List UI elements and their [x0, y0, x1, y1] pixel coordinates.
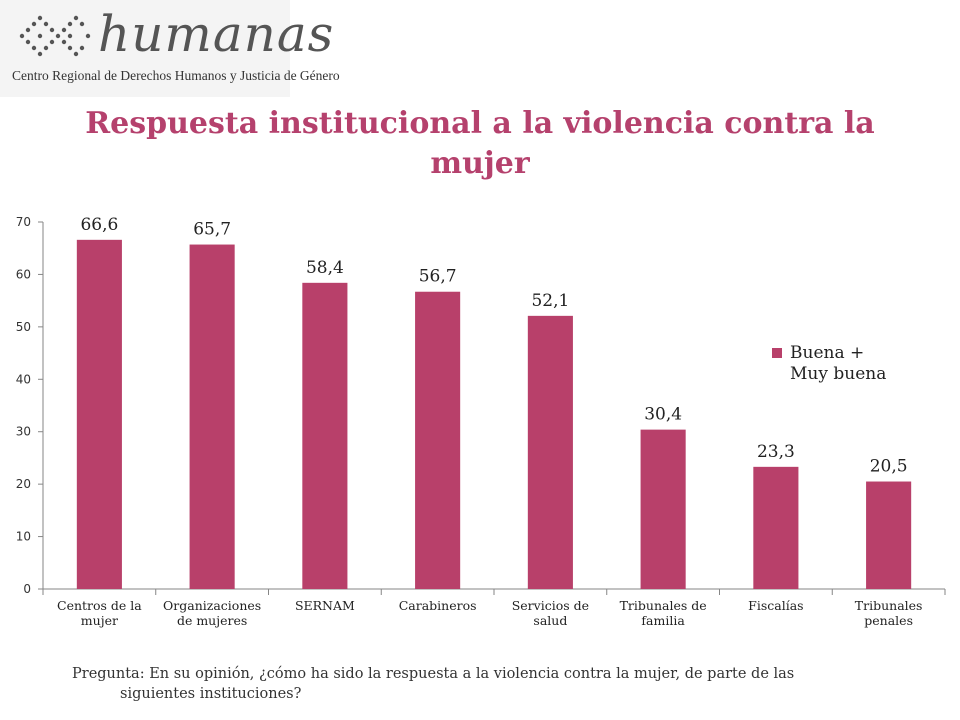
x-axis: [42, 588, 946, 595]
y-axis: 0 10 20 30 40 50 60 70: [16, 215, 44, 596]
bar-value-label: 20,5: [870, 457, 908, 477]
x-category-label: Centros de la mujer: [57, 598, 142, 628]
bar-value-label: 23,3: [757, 442, 795, 462]
y-tick-label: 0: [23, 582, 31, 596]
footnote: Pregunta: En su opinión, ¿cómo ha sido l…: [72, 664, 932, 704]
logo: humanas Centro Regional de Derechos Huma…: [0, 0, 340, 97]
bar: [866, 481, 912, 589]
bar: [415, 291, 461, 589]
logo-mark-icon: [19, 15, 91, 57]
category-labels: Centros de la mujer Organizaciones de mujer…: [57, 598, 922, 628]
y-tick-label: 30: [16, 425, 31, 439]
legend-swatch: [772, 348, 782, 358]
x-category-label: Organizaciones de mujeres: [163, 598, 261, 628]
y-tick-label: 10: [16, 530, 31, 544]
bar-value-label: 52,1: [531, 291, 569, 311]
x-category-label: Fiscalías: [748, 598, 803, 613]
chart-title: Respuesta institucional a la violencia c…: [85, 106, 875, 181]
x-category-label: Servicios de salud: [512, 598, 589, 628]
bar: [302, 282, 348, 589]
bar-value-label: 30,4: [644, 405, 682, 425]
y-tick-label: 60: [16, 267, 31, 281]
bar: [527, 315, 573, 589]
data-labels: 66,6 65,7 58,4 56,7 52,1 30,4 23,3 20,5: [80, 215, 907, 477]
bar-value-label: 58,4: [306, 258, 344, 278]
bar: [189, 244, 235, 589]
y-tick-label: 50: [16, 320, 31, 334]
legend: Buena + Muy buena: [772, 343, 886, 384]
bar: [76, 239, 122, 589]
bar-value-label: 56,7: [419, 267, 457, 287]
x-category-label: Carabineros: [399, 598, 477, 613]
x-category-label: SERNAM: [295, 598, 355, 613]
legend-label: Buena + Muy buena: [790, 343, 886, 384]
bar: [640, 429, 686, 589]
bar-value-label: 65,7: [193, 220, 231, 240]
footnote-line2: siguientes instituciones?: [120, 686, 302, 702]
bar-value-label: 66,6: [80, 215, 118, 235]
x-category-label: Tribunales penales: [855, 598, 923, 628]
x-category-label: Tribunales de familia: [620, 598, 707, 628]
y-tick-label: 40: [16, 372, 31, 386]
y-tick-label: 20: [16, 477, 31, 491]
bars: [76, 239, 912, 589]
bar: [753, 466, 799, 589]
logo-name: humanas: [98, 5, 335, 63]
logo-tagline: Centro Regional de Derechos Humanos y Ju…: [12, 68, 340, 83]
footnote-line1: Pregunta: En su opinión, ¿cómo ha sido l…: [72, 666, 795, 682]
y-tick-label: 70: [16, 215, 31, 229]
